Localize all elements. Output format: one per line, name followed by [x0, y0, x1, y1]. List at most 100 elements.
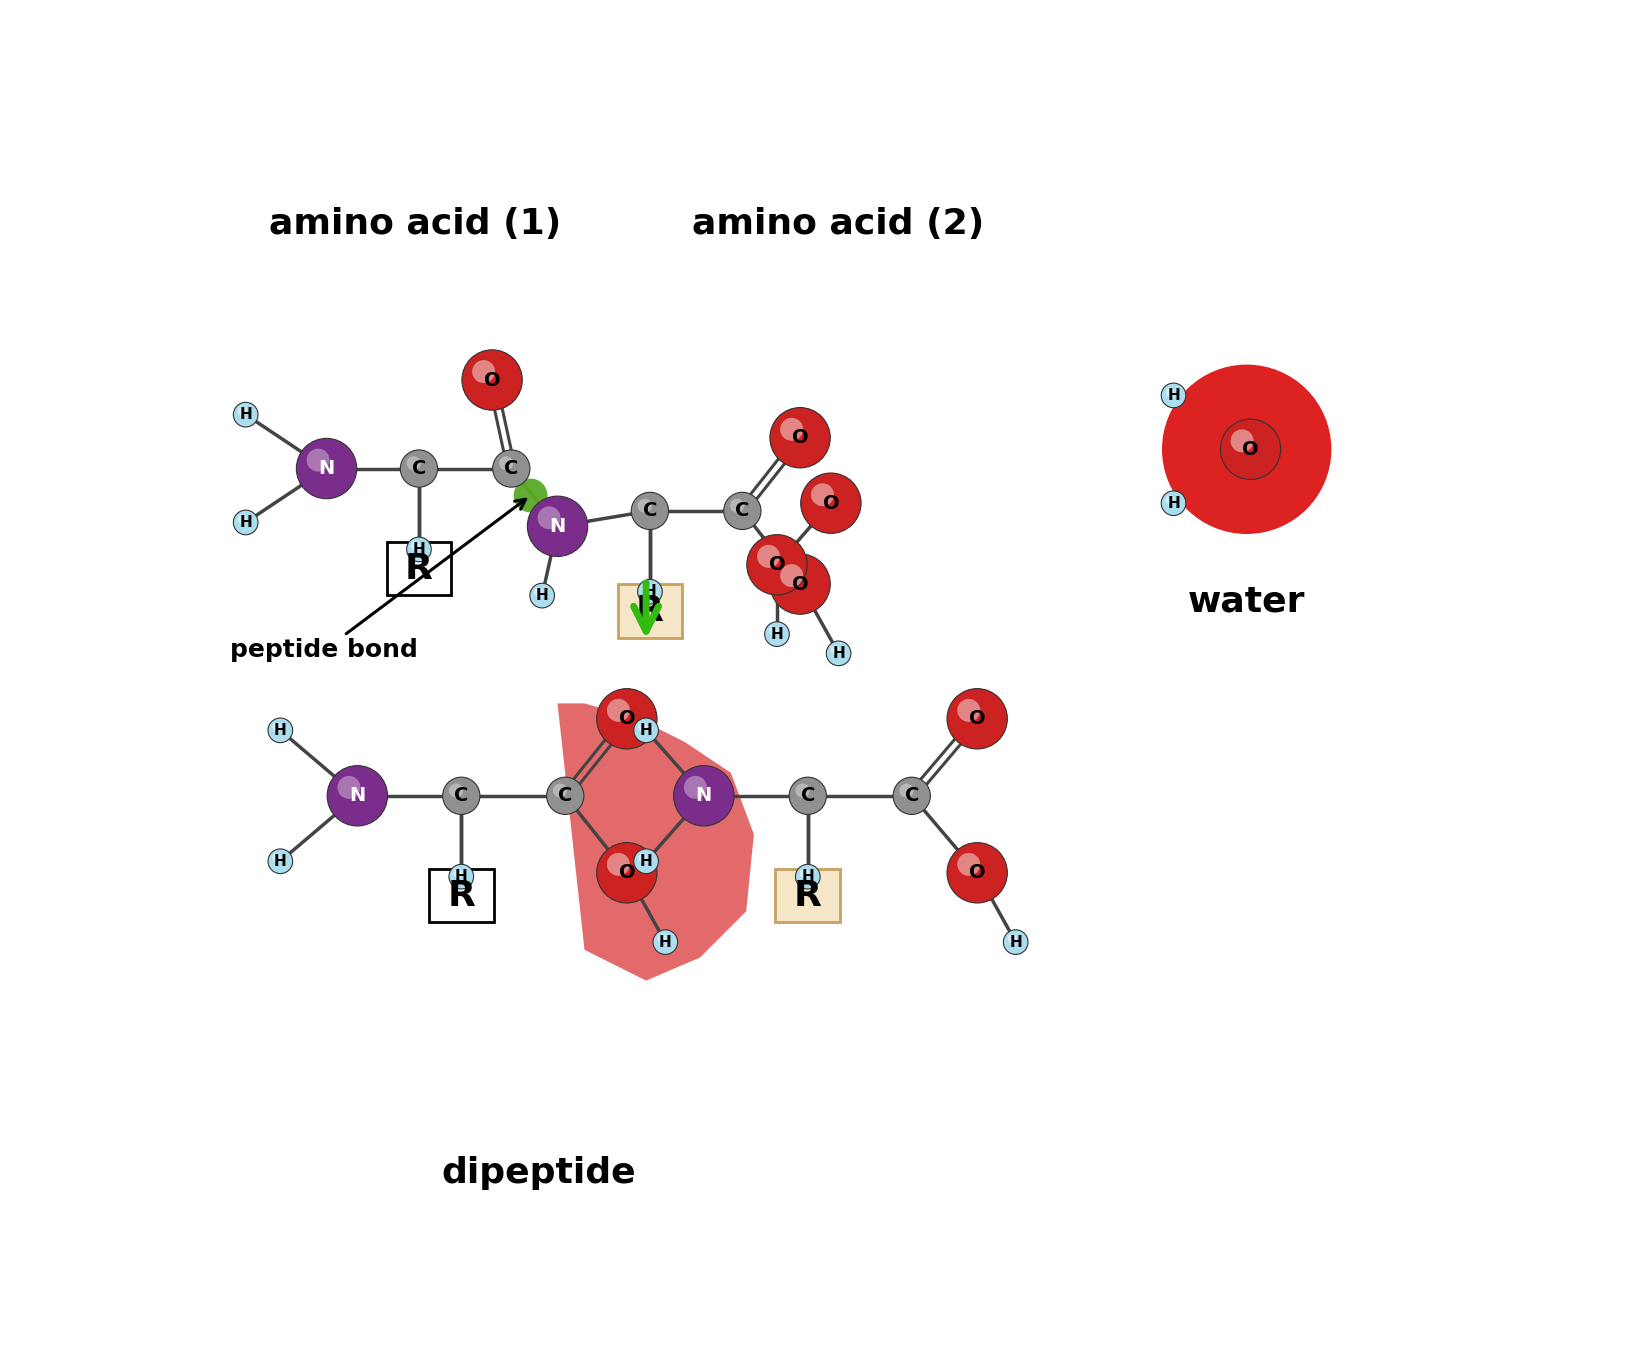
- Circle shape: [634, 718, 658, 743]
- Text: H: H: [660, 934, 671, 949]
- Circle shape: [801, 473, 861, 533]
- Circle shape: [237, 407, 247, 416]
- Circle shape: [757, 545, 780, 567]
- Text: N: N: [349, 786, 366, 806]
- Circle shape: [406, 456, 421, 470]
- Circle shape: [449, 784, 463, 797]
- Text: O: O: [769, 555, 785, 574]
- Text: H: H: [275, 723, 286, 738]
- Text: R: R: [447, 880, 474, 912]
- FancyBboxPatch shape: [775, 870, 840, 922]
- Circle shape: [765, 622, 790, 647]
- Circle shape: [1003, 930, 1029, 955]
- Text: C: C: [801, 786, 816, 806]
- Circle shape: [780, 418, 803, 441]
- Circle shape: [237, 514, 247, 523]
- Text: O: O: [968, 863, 985, 882]
- Text: C: C: [644, 501, 656, 521]
- Circle shape: [1162, 384, 1186, 408]
- Circle shape: [528, 496, 588, 556]
- Circle shape: [639, 854, 647, 863]
- Text: H: H: [1009, 934, 1022, 949]
- Circle shape: [637, 580, 663, 604]
- Polygon shape: [557, 703, 754, 981]
- Circle shape: [596, 689, 656, 749]
- Circle shape: [338, 775, 361, 799]
- Text: H: H: [640, 723, 653, 738]
- Circle shape: [268, 718, 292, 743]
- Text: O: O: [791, 429, 808, 447]
- Text: N: N: [318, 459, 335, 478]
- Text: R: R: [405, 552, 432, 585]
- Circle shape: [411, 541, 421, 551]
- Circle shape: [796, 784, 809, 797]
- Text: O: O: [791, 574, 808, 593]
- Circle shape: [947, 843, 1008, 903]
- Text: O: O: [619, 710, 635, 729]
- Circle shape: [642, 584, 652, 593]
- Text: O: O: [822, 493, 838, 512]
- Circle shape: [606, 854, 630, 875]
- Text: H: H: [1167, 388, 1180, 403]
- Circle shape: [234, 510, 258, 534]
- Text: H: H: [832, 645, 845, 660]
- FancyBboxPatch shape: [618, 585, 682, 637]
- Circle shape: [947, 689, 1008, 749]
- FancyBboxPatch shape: [387, 543, 452, 595]
- Text: H: H: [536, 588, 549, 603]
- Text: H: H: [1167, 496, 1180, 511]
- FancyBboxPatch shape: [429, 870, 494, 922]
- Text: C: C: [411, 459, 426, 478]
- Circle shape: [653, 930, 678, 955]
- Circle shape: [1165, 495, 1175, 504]
- Circle shape: [234, 403, 258, 427]
- Circle shape: [957, 699, 980, 722]
- Circle shape: [492, 449, 530, 488]
- Text: O: O: [619, 863, 635, 882]
- Circle shape: [268, 849, 292, 874]
- Text: water: water: [1188, 584, 1305, 618]
- Text: H: H: [239, 515, 252, 530]
- Circle shape: [273, 854, 281, 863]
- Circle shape: [400, 449, 437, 488]
- Text: C: C: [504, 459, 518, 478]
- Text: C: C: [734, 501, 749, 521]
- Text: amino acid (2): amino acid (2): [692, 207, 985, 241]
- Circle shape: [327, 766, 387, 826]
- Circle shape: [552, 784, 567, 797]
- Circle shape: [273, 722, 281, 732]
- Text: N: N: [696, 786, 712, 806]
- Circle shape: [630, 492, 668, 530]
- Circle shape: [530, 584, 554, 608]
- Circle shape: [1162, 364, 1331, 534]
- Circle shape: [449, 864, 473, 889]
- Circle shape: [639, 722, 647, 732]
- Circle shape: [1220, 419, 1280, 479]
- Circle shape: [535, 588, 543, 597]
- Circle shape: [1165, 388, 1175, 397]
- Circle shape: [596, 843, 656, 903]
- Circle shape: [1162, 490, 1186, 515]
- Circle shape: [442, 777, 479, 814]
- Circle shape: [780, 564, 803, 588]
- Text: H: H: [644, 584, 656, 599]
- Circle shape: [538, 507, 561, 529]
- Text: C: C: [557, 786, 572, 806]
- Circle shape: [406, 537, 431, 562]
- Text: C: C: [453, 786, 468, 806]
- Circle shape: [770, 407, 830, 469]
- Text: H: H: [413, 543, 426, 556]
- Text: H: H: [275, 854, 286, 869]
- Circle shape: [957, 854, 980, 875]
- Text: N: N: [549, 516, 565, 536]
- Text: H: H: [801, 869, 814, 884]
- Circle shape: [606, 699, 630, 722]
- Circle shape: [811, 484, 834, 507]
- Circle shape: [1008, 934, 1017, 944]
- Text: H: H: [455, 869, 468, 884]
- Circle shape: [748, 534, 808, 595]
- Text: O: O: [1242, 440, 1259, 459]
- Circle shape: [796, 864, 821, 889]
- Circle shape: [830, 645, 840, 655]
- Circle shape: [723, 492, 760, 530]
